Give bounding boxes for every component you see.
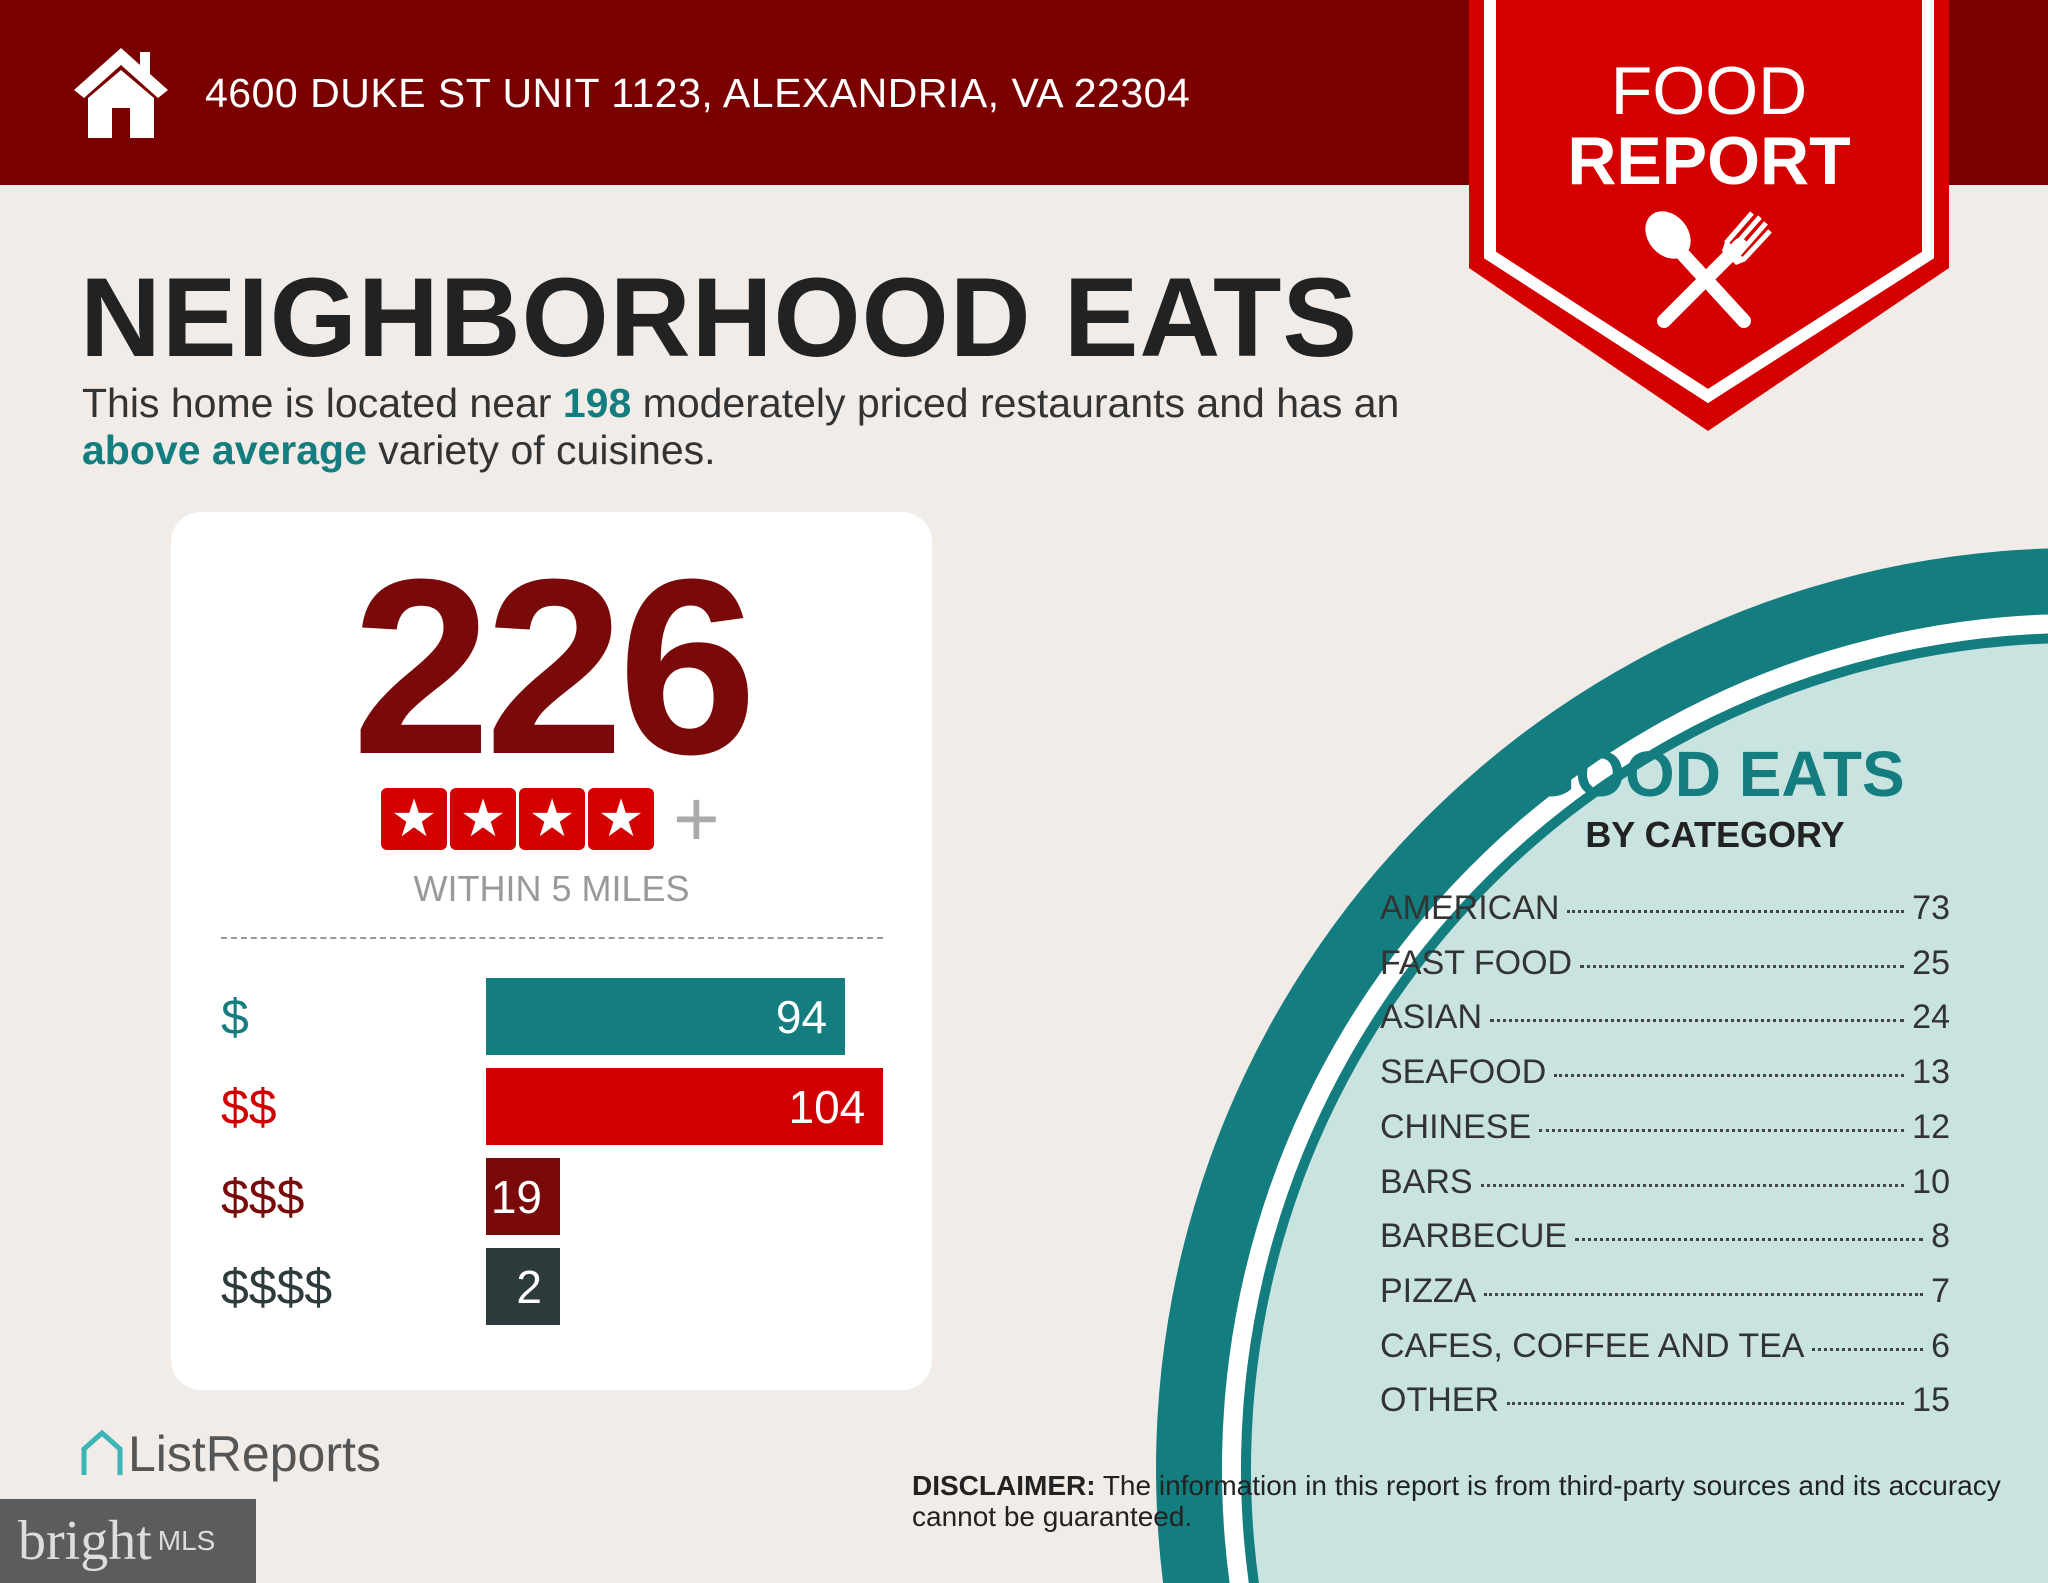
category-count: 12 bbox=[1912, 1107, 1950, 1146]
price-tier-label: $$$$ bbox=[221, 1258, 333, 1315]
category-count: 15 bbox=[1912, 1381, 1950, 1420]
price-tier-value: 104 bbox=[788, 1080, 866, 1133]
category-name: CAFES, COFFEE AND TEA bbox=[1380, 1326, 1805, 1365]
property-address: 4600 DUKE ST UNIT 1123, ALEXANDRIA, VA 2… bbox=[205, 70, 1191, 116]
category-name: OTHER bbox=[1380, 1381, 1499, 1420]
disclaimer-text: The information in this report is from t… bbox=[912, 1470, 2001, 1532]
page-title: NEIGHBORHOOD EATS bbox=[80, 255, 1359, 380]
disclaimer-label: DISCLAIMER: bbox=[912, 1470, 1096, 1501]
category-name: FAST FOOD bbox=[1380, 943, 1573, 982]
star-icon: ★ bbox=[519, 788, 585, 850]
category-count: 24 bbox=[1912, 998, 1950, 1037]
category-row: CAFES, COFFEE AND TEA 6 bbox=[1380, 1326, 1950, 1366]
listreports-text: ListReports bbox=[128, 1426, 381, 1482]
star-icon: ★ bbox=[450, 788, 516, 850]
price-tier-row: $94 bbox=[221, 978, 921, 1055]
price-tier-value: 2 bbox=[516, 1260, 542, 1313]
price-tier-value: 19 bbox=[490, 1170, 542, 1223]
variety-rating: above average bbox=[82, 427, 367, 473]
dot-leader bbox=[1539, 1128, 1905, 1132]
category-row: SEAFOOD 13 bbox=[1380, 1052, 1950, 1092]
dot-leader bbox=[1507, 1402, 1905, 1406]
price-tier-label: $$ bbox=[221, 1078, 277, 1135]
dot-leader bbox=[1567, 910, 1905, 913]
house-icon bbox=[74, 48, 168, 138]
price-tier-bar: 2 bbox=[486, 1248, 560, 1325]
dot-leader bbox=[1580, 964, 1905, 968]
banner-line-2: REPORT bbox=[1567, 123, 1851, 199]
dot-leader bbox=[1484, 1292, 1924, 1296]
listreports-logo: ListReports bbox=[80, 1424, 381, 1484]
price-tier-row: $$ 104 bbox=[221, 1068, 921, 1145]
category-name: CHINESE bbox=[1380, 1107, 1532, 1146]
price-tier-bar: 94 bbox=[486, 978, 846, 1055]
food-report-banner bbox=[1469, 0, 1949, 431]
dot-leader bbox=[1490, 1019, 1905, 1023]
category-row: CHINESE 12 bbox=[1380, 1107, 1950, 1147]
summary-text-part: variety of cuisines. bbox=[366, 427, 716, 473]
category-name: AMERICAN bbox=[1380, 889, 1560, 927]
category-count: 13 bbox=[1912, 1053, 1950, 1092]
category-count: 6 bbox=[1931, 1326, 1950, 1365]
total-restaurants: 226 bbox=[351, 527, 757, 806]
category-count: 73 bbox=[1912, 889, 1950, 927]
spoon-fork-icon bbox=[1645, 211, 1772, 328]
category-name: SEAFOOD bbox=[1380, 1053, 1547, 1092]
star-icon: ★ bbox=[588, 788, 654, 850]
category-row: BARS 10 bbox=[1380, 1162, 1950, 1202]
category-count: 7 bbox=[1931, 1271, 1950, 1310]
banner-line-1: FOOD bbox=[1610, 53, 1808, 129]
summary-text: This home is located near 198 moderately… bbox=[82, 380, 1482, 474]
categories-title: GOOD EATS bbox=[1525, 738, 1905, 810]
divider bbox=[221, 937, 883, 939]
category-name: ASIAN bbox=[1380, 998, 1483, 1037]
restaurant-count-card: 226 ★ ★ ★ ★ + WITHIN 5 MILES $94 $$ 104 $$$ 19 $$… bbox=[171, 512, 932, 1390]
category-count: 8 bbox=[1931, 1217, 1950, 1256]
category-row: AMERICAN 73 bbox=[1380, 888, 1950, 928]
plus-icon: + bbox=[673, 774, 720, 863]
price-tier-label: $ bbox=[221, 988, 249, 1045]
dot-leader bbox=[1575, 1238, 1924, 1242]
dot-leader bbox=[1480, 1183, 1905, 1187]
category-row: BARBECUE 8 bbox=[1380, 1216, 1950, 1256]
bright-text: bright bbox=[18, 1510, 152, 1572]
dot-leader bbox=[1812, 1347, 1924, 1351]
moderate-count: 198 bbox=[562, 380, 632, 426]
summary-text-part: moderately priced restaurants and has an bbox=[631, 380, 1400, 426]
price-tier-row: $$$$ 2 bbox=[221, 1248, 921, 1325]
category-row: ASIAN 24 bbox=[1380, 997, 1950, 1037]
category-name: BARBECUE bbox=[1380, 1217, 1568, 1256]
radius-label: WITHIN 5 MILES bbox=[413, 868, 690, 909]
category-row: FAST FOOD 25 bbox=[1380, 943, 1950, 983]
star-rating: ★ ★ ★ ★ + bbox=[381, 774, 720, 863]
category-count: 10 bbox=[1912, 1162, 1950, 1201]
category-row: OTHER 15 bbox=[1380, 1380, 1950, 1420]
category-name: BARS bbox=[1380, 1162, 1473, 1201]
star-icon: ★ bbox=[381, 788, 447, 850]
price-tier-row: $$$ 19 bbox=[221, 1158, 921, 1235]
dot-leader bbox=[1554, 1074, 1905, 1078]
category-count: 25 bbox=[1912, 943, 1950, 982]
price-tier-value: 94 bbox=[775, 990, 828, 1043]
disclaimer: DISCLAIMER: The information in this repo… bbox=[912, 1470, 2012, 1532]
listreports-house-icon bbox=[81, 1429, 123, 1475]
category-row: PIZZA 7 bbox=[1380, 1271, 1950, 1311]
price-tier-bar: 104 bbox=[486, 1068, 884, 1145]
mls-text: MLS bbox=[157, 1525, 216, 1556]
bright-mls-logo: bright MLS bbox=[0, 1499, 256, 1583]
categories-subtitle: BY CATEGORY bbox=[1585, 814, 1845, 855]
food-report-title: FOOD REPORT bbox=[1469, 56, 1949, 196]
price-tier-label: $$$ bbox=[221, 1168, 305, 1225]
summary-text-part: This home is located near bbox=[82, 380, 563, 426]
category-name: PIZZA bbox=[1380, 1271, 1477, 1310]
price-tier-bar: 19 bbox=[486, 1158, 560, 1235]
